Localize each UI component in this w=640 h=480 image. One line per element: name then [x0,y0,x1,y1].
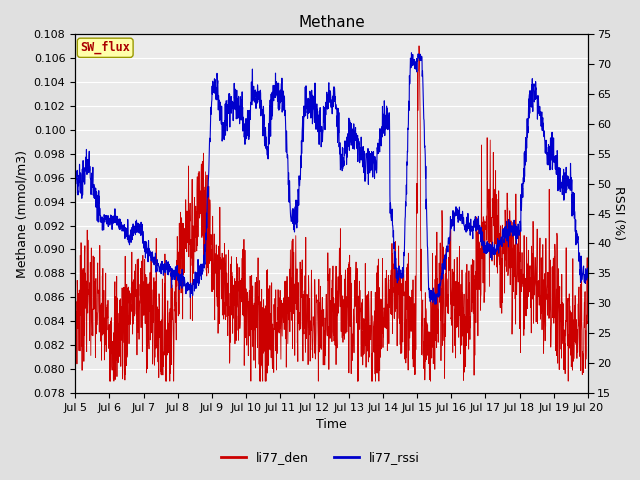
Y-axis label: RSSI (%): RSSI (%) [612,186,625,240]
li77_den [307,300,315,306]
li77_rssi [307,115,315,121]
Title: Methane: Methane [298,15,365,30]
li77_den [476,255,483,261]
li77_den [106,378,114,384]
li77_rssi [584,275,592,280]
li77_rssi [321,116,328,122]
li77_rssi [570,208,577,214]
li77_den [415,43,423,49]
Line: li77_rssi: li77_rssi [75,53,588,304]
li77_rssi [476,228,483,234]
li77_den [570,317,577,323]
li77_den [97,302,105,308]
li77_rssi [408,50,415,56]
li77_den [71,262,79,267]
li77_den [321,362,328,368]
Text: SW_flux: SW_flux [80,41,130,54]
Legend: li77_den, li77_rssi: li77_den, li77_rssi [216,446,424,469]
X-axis label: Time: Time [316,419,347,432]
li77_rssi [97,219,105,225]
li77_den [570,359,577,364]
Line: li77_den: li77_den [75,46,588,381]
li77_rssi [431,301,439,307]
li77_rssi [570,192,577,198]
Y-axis label: Methane (mmol/m3): Methane (mmol/m3) [15,150,28,277]
li77_den [584,319,592,324]
li77_rssi [71,187,79,193]
